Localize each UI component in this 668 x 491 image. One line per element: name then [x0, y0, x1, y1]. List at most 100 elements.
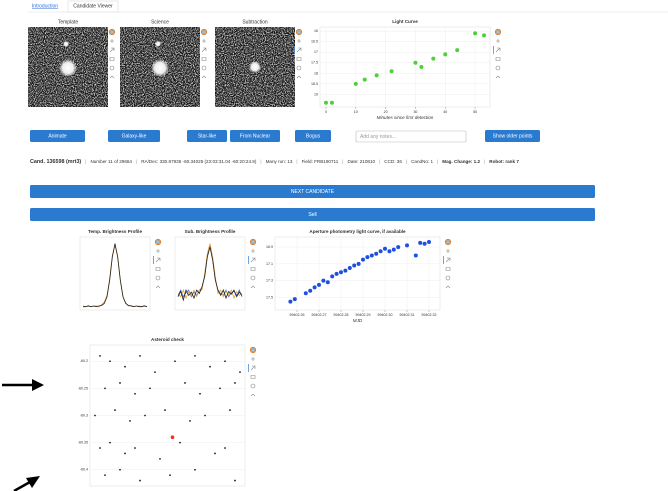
button-row: [30, 130, 595, 221]
point: [129, 420, 131, 422]
point: [149, 387, 151, 389]
tool-icon: [110, 76, 114, 78]
point: [383, 247, 387, 251]
tool-icon: [202, 48, 206, 52]
chart-title: Temp. Brightness Profile: [88, 229, 142, 234]
button-label[interactable]: Star-like: [198, 133, 217, 139]
source: [155, 41, 161, 47]
point: [308, 289, 312, 293]
point: [229, 409, 231, 411]
tool-icon: [156, 240, 161, 245]
tool-icon: [446, 286, 450, 288]
x-tick-label: 40: [443, 110, 447, 114]
button-label[interactable]: Bogus: [306, 133, 321, 139]
x-tick-label: 0: [325, 110, 327, 114]
tool-icon: [496, 58, 500, 61]
point: [219, 387, 221, 389]
tool-icon: [298, 31, 300, 33]
x-tick-label: 59402.31: [400, 313, 415, 317]
x-tick-label: 50: [473, 110, 477, 114]
point: [139, 480, 141, 482]
point: [119, 469, 121, 471]
tool-icon: [446, 249, 450, 253]
chart-title: Asteroid check: [151, 337, 184, 342]
button-label[interactable]: Galaxy-like: [122, 133, 147, 139]
y-tick-label: -60.2: [80, 359, 88, 363]
tool-icon: [202, 39, 206, 43]
panel-title: Science: [151, 19, 169, 25]
point: [154, 371, 156, 373]
point: [184, 382, 186, 384]
x-axis-label: MJD: [353, 318, 363, 323]
chart-title: Light Curve: [392, 19, 418, 24]
x-tick-label: 59402.26: [290, 313, 305, 317]
tool-icon: [110, 66, 114, 70]
point: [357, 262, 361, 266]
button-label[interactable]: Animate: [48, 133, 67, 139]
tool-icon: [251, 376, 255, 379]
button-label[interactable]: From Nuclear: [240, 133, 271, 139]
point: [104, 387, 106, 389]
point: [288, 300, 292, 304]
tool-icon: [297, 76, 301, 78]
point: [339, 270, 343, 274]
point: [365, 255, 369, 259]
candidate-info: Cand. 136598 (mrt3)|Number 11 of 29664|R…: [30, 159, 666, 165]
point: [418, 241, 422, 245]
point: [379, 249, 383, 253]
tool-icon: [156, 258, 160, 262]
point: [423, 242, 427, 246]
point: [343, 269, 347, 273]
separator: |: [260, 159, 261, 165]
point: [392, 248, 396, 252]
tool-icon: [297, 39, 301, 43]
point: [443, 52, 447, 56]
tool-icon: [297, 66, 301, 70]
info-item: Field: FRB190711: [302, 159, 339, 165]
point: [326, 280, 330, 284]
separator: |: [437, 159, 438, 165]
tab[interactable]: Introduction: [32, 3, 58, 9]
tool-icon: [251, 348, 256, 353]
point: [109, 360, 111, 362]
point: [124, 366, 126, 368]
button-label[interactable]: Show older points: [493, 133, 533, 139]
chart-title: Aperture photometry light curve, if avai…: [309, 229, 406, 234]
button-label[interactable]: NEXT CANDIDATE: [291, 189, 335, 195]
point: [330, 274, 334, 278]
point: [209, 366, 211, 368]
x-tick-label: 59402.27: [312, 313, 327, 317]
tool-icon: [496, 76, 500, 78]
y-tick-label: -60.35: [78, 441, 88, 445]
tool-icon: [203, 31, 205, 33]
tab[interactable]: Candidate Viewer: [73, 3, 113, 9]
plot-area: [320, 27, 490, 107]
point: [348, 266, 352, 270]
tool-icon: [202, 30, 207, 35]
tool-icon: [446, 268, 450, 271]
point: [224, 447, 226, 449]
arrow: [14, 482, 30, 491]
point: [144, 415, 146, 417]
plot-area: [80, 237, 150, 310]
separator: |: [136, 159, 137, 165]
point: [169, 474, 171, 476]
source: [151, 59, 169, 77]
source: [63, 41, 69, 47]
y-tick-label: 17.5: [311, 61, 318, 65]
button-label[interactable]: Sell: [308, 212, 316, 218]
point: [139, 355, 141, 357]
tool-icon: [251, 366, 255, 370]
tool-icon: [497, 31, 499, 33]
point: [171, 435, 175, 439]
point: [431, 57, 435, 61]
y-tick-label: 18: [314, 71, 318, 75]
tool-icon: [297, 30, 302, 35]
point: [109, 442, 111, 444]
tool-icon: [110, 58, 114, 61]
info-item: Date: 210810: [347, 159, 375, 165]
y-tick-label: 16: [314, 29, 318, 33]
point: [114, 409, 116, 411]
point: [214, 453, 216, 455]
button-labels: Animate Galaxy-like Star-like From Nucle…: [48, 133, 533, 218]
